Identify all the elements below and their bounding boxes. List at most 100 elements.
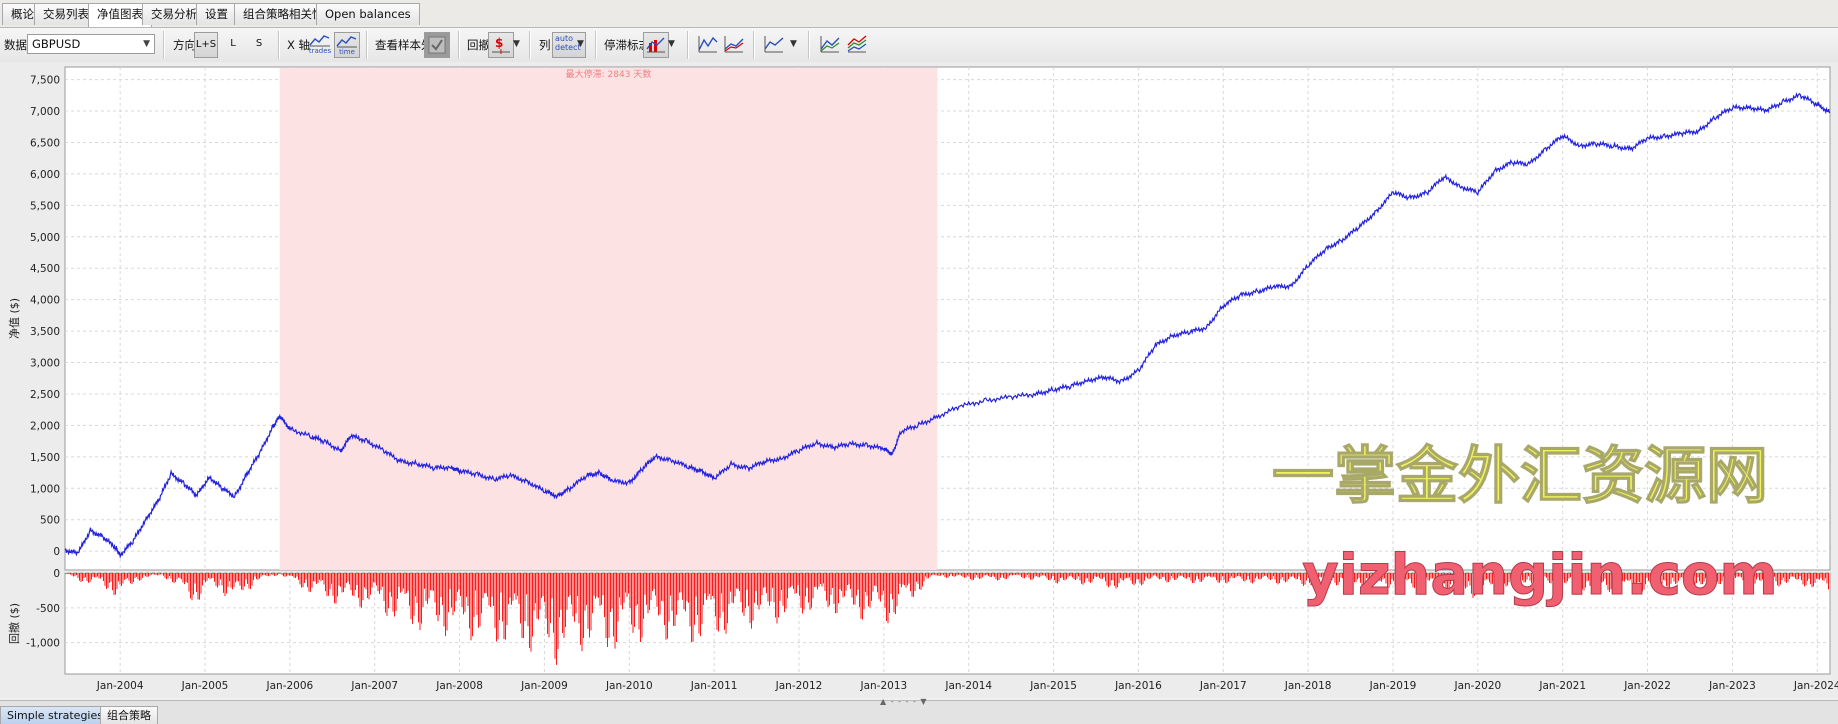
x-axis-trades-caption: trades: [308, 47, 332, 55]
x-tick-label: Jan-2006: [266, 680, 314, 692]
multi-line-chart-icon: [820, 36, 840, 53]
line-chart-icon: [309, 35, 330, 47]
toolbar-separator: [808, 31, 810, 59]
overlay-dropdown-icon[interactable]: ▼: [790, 39, 797, 49]
y-tick-label: 2,500: [30, 389, 60, 401]
drawdown-tick-label: 0: [53, 568, 60, 580]
toolbar-separator: [278, 31, 280, 59]
column-mode-auto: auto: [555, 34, 574, 43]
stagnation-region: [279, 68, 938, 570]
y-tick-label: 3,000: [30, 358, 60, 370]
x-tick-label: Jan-2012: [775, 680, 823, 692]
direction-label: 方向: [173, 38, 196, 52]
watermark-cn-text: 一掌金外汇资源网: [1272, 439, 1768, 512]
tab-portfolio-correlation[interactable]: 组合策略相关性: [234, 3, 333, 25]
drawdown-series: [65, 573, 1829, 665]
x-tick-label: Jan-2022: [1623, 680, 1671, 692]
tab-portfolio-strategies[interactable]: 组合策略: [100, 706, 158, 724]
toolbar-separator: [366, 31, 368, 59]
direction-long-button[interactable]: L: [230, 38, 236, 49]
stagnation-label: 停滞标志: [604, 38, 650, 52]
x-axis-trades-button[interactable]: trades: [308, 32, 334, 58]
chart-style-compare-button[interactable]: [722, 32, 748, 58]
symbol-select[interactable]: GBPUSD ▼: [27, 34, 155, 54]
strategy-tab-bar: ▲ - - - - ▼ Simple strategies 组合策略: [0, 697, 1838, 724]
direction-short-button[interactable]: S: [255, 38, 263, 49]
checkbox-icon: [428, 36, 446, 54]
y-tick-label: 6,500: [30, 137, 60, 149]
toolbar-separator: [687, 31, 689, 59]
drawdown-dropdown-icon[interactable]: ▼: [513, 39, 520, 49]
line-chart-icon: [698, 36, 718, 53]
x-tick-label: Jan-2021: [1538, 680, 1586, 692]
x-tick-label: Jan-2015: [1029, 680, 1077, 692]
out-of-sample-label: 查看样本外: [375, 38, 433, 52]
stagnation-dropdown-icon[interactable]: ▼: [668, 39, 675, 49]
x-tick-label: Jan-2011: [690, 680, 738, 692]
y-axis-label: 净值 ($): [7, 298, 21, 339]
y-tick-label: 1,000: [30, 483, 60, 495]
y-tick-label: 5,000: [30, 232, 60, 244]
tab-trade-list[interactable]: 交易列表: [34, 3, 98, 25]
column-mode-button[interactable]: auto detect: [552, 32, 586, 58]
x-tick-label: Jan-2010: [605, 680, 653, 692]
equity-line: [64, 92, 1831, 559]
stagnation-chart-icon: [646, 37, 665, 53]
toolbar-separator: [753, 31, 755, 59]
line-chart-icon: [764, 36, 784, 53]
out-of-sample-toggle[interactable]: [424, 32, 450, 58]
watermark: 一掌金外汇资源网 yizhangjin.com: [1271, 438, 1778, 608]
x-tick-label: Jan-2005: [181, 680, 229, 692]
toolbar-separator: [163, 31, 165, 59]
panel-splitter[interactable]: ▲ - - - - ▼: [880, 697, 928, 706]
x-tick-label: Jan-2013: [860, 680, 908, 692]
x-tick-label: Jan-2007: [350, 680, 398, 692]
x-tick-label: Jan-2004: [96, 680, 144, 692]
y-tick-label: 7,500: [30, 75, 60, 87]
x-tick-label: Jan-2008: [435, 680, 483, 692]
toolbar-separator: [458, 31, 460, 59]
chart-portfolio-button[interactable]: [818, 32, 844, 58]
y-tick-label: 4,500: [30, 263, 60, 275]
dollar-drawdown-icon: $: [492, 36, 510, 54]
drawdown-label: 回撤: [467, 38, 490, 52]
y-tick-label: 5,500: [30, 200, 60, 212]
tab-open-balances[interactable]: Open balances: [316, 3, 420, 25]
chart-style-line-button[interactable]: [696, 32, 722, 58]
symbol-value: GBPUSD: [32, 37, 81, 51]
chart-multi-series-button[interactable]: [845, 32, 871, 58]
drawdown-tick-label: -1,000: [26, 638, 60, 650]
y-tick-label: 6,000: [30, 169, 60, 181]
watermark-en-text: yizhangjin.com: [1302, 543, 1777, 608]
x-axis-label: X 轴: [287, 38, 311, 52]
y-tick-label: 4,000: [30, 295, 60, 307]
drawdown-tick-label: -500: [36, 603, 60, 615]
chart-toolbar: 数据 GBPUSD ▼ 方向 L+S L S X 轴 trades time 查…: [0, 28, 1838, 63]
data-label: 数据: [4, 38, 27, 52]
x-tick-label: Jan-2017: [1199, 680, 1247, 692]
y-tick-label: 2,000: [30, 420, 60, 432]
x-tick-label: Jan-2019: [1369, 680, 1417, 692]
tab-simple-strategies[interactable]: Simple strategies: [0, 706, 110, 724]
drawdown-mode-button[interactable]: $: [488, 32, 514, 58]
drawdown-axis-label: 回撤 ($): [7, 603, 21, 644]
compare-chart-icon: [724, 36, 744, 53]
y-tick-label: 1,500: [30, 452, 60, 464]
chart-overlay-button[interactable]: [762, 32, 788, 58]
tab-equity-chart[interactable]: 净值图表: [88, 3, 152, 27]
tab-bar: 概论 交易列表 净值图表 交易分析 设置 组合策略相关性 Open balanc…: [0, 0, 1838, 28]
x-tick-label: Jan-2014: [944, 680, 992, 692]
drawdown-plot-area: [64, 572, 1831, 675]
y-tick-label: 7,000: [30, 106, 60, 118]
column-dropdown-icon[interactable]: ▼: [577, 39, 584, 49]
tab-settings[interactable]: 设置: [196, 3, 237, 25]
stagnation-mode-button[interactable]: [643, 32, 669, 58]
x-axis-time-caption: time: [339, 48, 355, 56]
drawdown-axis-ticks: 0 -500 -1,000: [26, 568, 60, 650]
x-tick-label: Jan-2023: [1708, 680, 1756, 692]
line-chart-icon: [336, 36, 357, 48]
x-axis-time-button[interactable]: time: [334, 32, 360, 58]
direction-long-short-button[interactable]: L+S: [194, 32, 218, 58]
x-tick-label: Jan-2016: [1114, 680, 1162, 692]
y-axis-ticks: 0 500 1,000 1,500 2,000 2,500 3,000 3,500 4,000 4…: [30, 75, 60, 559]
